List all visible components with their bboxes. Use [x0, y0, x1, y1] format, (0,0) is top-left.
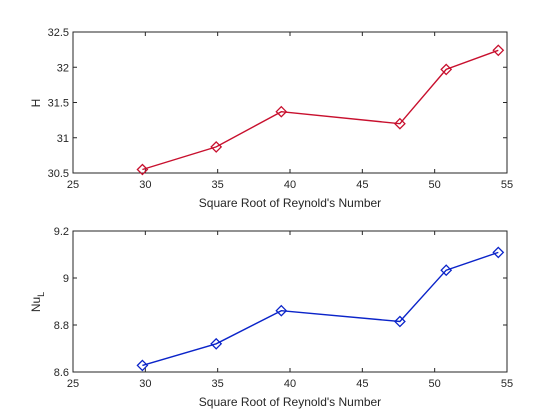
x-tick-label: 30 [139, 378, 151, 390]
y-tick-label: 8.8 [54, 320, 69, 332]
y-tick-label: 9.2 [54, 226, 69, 238]
x-tick-label: 35 [212, 179, 224, 191]
plot-area-h [73, 32, 507, 173]
x-tick-label: 40 [284, 179, 296, 191]
x-tick-label: 25 [67, 179, 79, 191]
x-tick-label: 30 [139, 179, 151, 191]
y-tick-label: 32.5 [48, 27, 69, 39]
x-tick-label: 45 [356, 378, 368, 390]
y-axis-label-h: H [29, 99, 43, 108]
x-tick-label: 25 [67, 378, 79, 390]
x-tick-label: 35 [212, 378, 224, 390]
x-tick-label: 45 [356, 179, 368, 191]
y-tick-label: 32 [57, 62, 69, 74]
x-tick-label: 50 [429, 179, 441, 191]
x-tick-label: 50 [429, 378, 441, 390]
y-tick-label: 31 [57, 133, 69, 145]
x-axis-label-nu: Square Root of Reynold's Number [199, 395, 381, 409]
x-axis-label-h: Square Root of Reynold's Number [199, 196, 381, 210]
y-tick-label: 31.5 [48, 98, 69, 110]
plot-area-nu [73, 231, 507, 372]
y-tick-label: 8.6 [54, 367, 69, 379]
y-tick-label: 9 [63, 273, 69, 285]
y-tick-label: 30.5 [48, 168, 69, 180]
x-tick-label: 55 [501, 179, 513, 191]
x-tick-label: 55 [501, 378, 513, 390]
x-tick-label: 40 [284, 378, 296, 390]
